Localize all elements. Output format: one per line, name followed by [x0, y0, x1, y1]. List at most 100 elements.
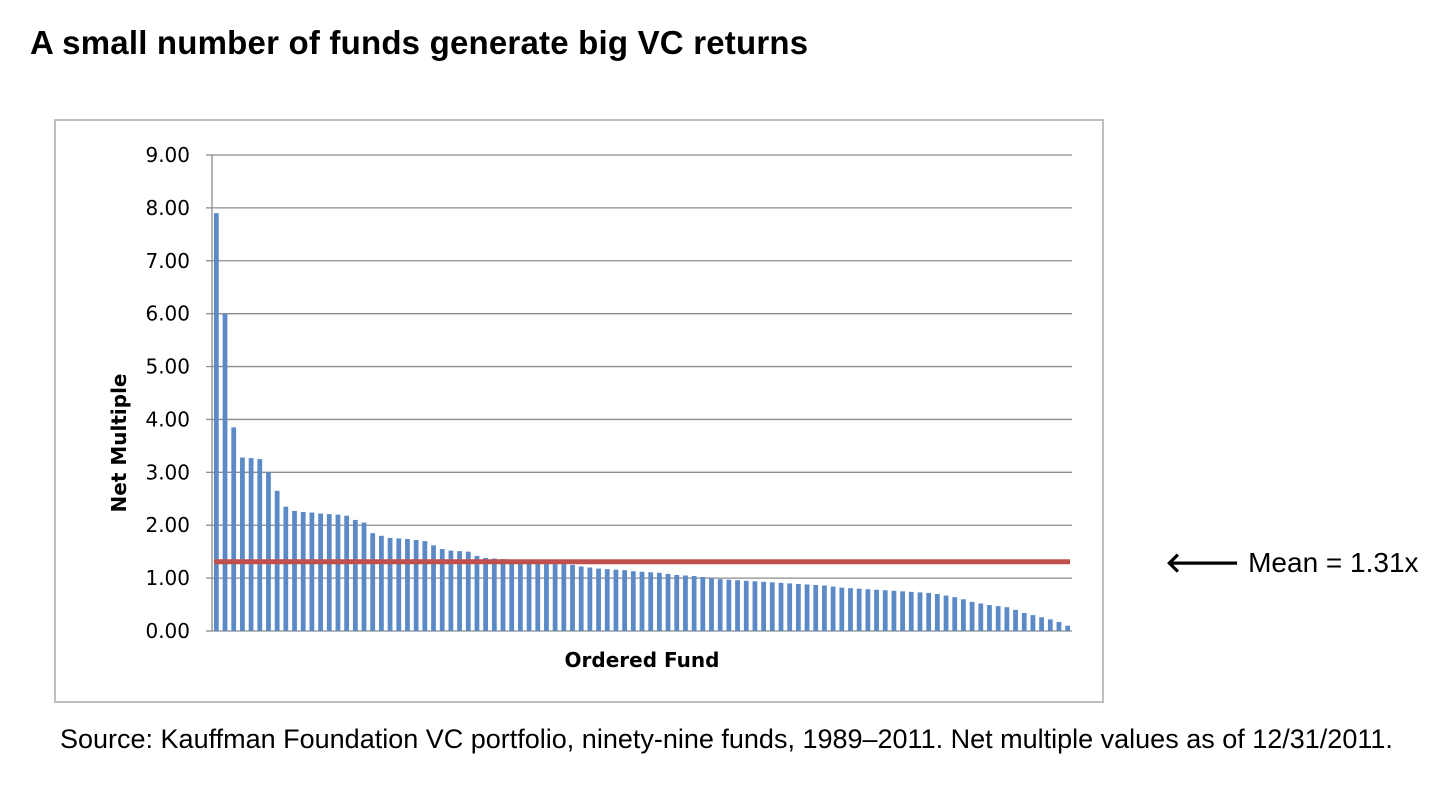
- chart-frame: 0.00 1.00 2.00 3.00 4.00 5.00 6.00 7.00 8.00 9.00…: [54, 119, 1104, 703]
- y-tick-label: 0.00: [145, 619, 190, 643]
- bar: [1013, 609, 1018, 631]
- bar: [326, 514, 332, 631]
- bar: [318, 513, 323, 631]
- bar: [500, 559, 506, 631]
- bar-chart: 0.00 1.00 2.00 3.00 4.00 5.00 6.00 7.00 8.00 9.00…: [107, 143, 1072, 672]
- left-arrow-icon: 🡐: [1165, 547, 1241, 578]
- bar: [787, 583, 793, 631]
- y-axis-title: Net Multiple: [107, 374, 131, 513]
- y-tick-label: 4.00: [145, 407, 190, 431]
- y-tick-label: 9.00: [145, 143, 190, 167]
- bar: [961, 599, 966, 631]
- mean-annotation-text: Mean = 1.31x: [1248, 547, 1419, 578]
- bar: [561, 563, 567, 631]
- bar: [978, 603, 984, 631]
- bar: [213, 213, 219, 631]
- bar: [943, 595, 949, 631]
- bar: [891, 590, 897, 631]
- y-tick-label: 1.00: [145, 566, 190, 590]
- bar: [544, 562, 549, 631]
- bar: [292, 510, 297, 631]
- bar: [474, 555, 480, 631]
- bar: [769, 582, 775, 631]
- bar: [552, 563, 558, 631]
- bar: [778, 582, 784, 631]
- bar: [969, 601, 975, 631]
- y-tick-label: 3.00: [145, 460, 190, 484]
- bar: [874, 589, 879, 631]
- bar: [1004, 607, 1010, 631]
- bar: [457, 551, 462, 631]
- bar: [804, 584, 810, 631]
- bar: [309, 512, 315, 631]
- bar: [752, 581, 758, 631]
- bar: [491, 558, 497, 631]
- bar: [613, 569, 619, 631]
- bar: [856, 588, 862, 631]
- bar: [743, 580, 749, 631]
- bar: [1030, 615, 1036, 631]
- bar: [900, 591, 905, 631]
- bar: [283, 506, 289, 631]
- bar: [266, 472, 271, 631]
- bar: [717, 579, 723, 631]
- bar: [448, 550, 454, 631]
- bar: [596, 568, 601, 631]
- bar: [1056, 622, 1062, 631]
- bar: [248, 458, 254, 631]
- bar: [1021, 613, 1027, 631]
- bar: [683, 575, 688, 631]
- y-tick-label: 8.00: [145, 196, 190, 220]
- bar: [300, 512, 306, 631]
- bar: [240, 457, 245, 631]
- bar: [526, 560, 532, 631]
- bar: [674, 574, 680, 631]
- bar: [926, 592, 932, 631]
- bar: [535, 561, 541, 631]
- bar: [257, 459, 263, 631]
- bar: [700, 577, 706, 631]
- bar: [396, 538, 402, 631]
- y-tick-label: 6.00: [145, 302, 190, 326]
- bar: [335, 514, 341, 631]
- y-tick-label: 2.00: [145, 513, 190, 537]
- bar: [839, 587, 845, 631]
- bar: [379, 535, 384, 631]
- bar: [830, 586, 836, 631]
- bar: [413, 540, 419, 631]
- bar: [570, 564, 575, 631]
- bar: [387, 537, 393, 631]
- bar: [665, 573, 671, 631]
- bar: [1039, 617, 1044, 631]
- bar: [995, 606, 1001, 631]
- bar: [509, 559, 515, 631]
- bar: [865, 589, 871, 631]
- bar: [222, 313, 228, 631]
- bar: [439, 549, 445, 631]
- bar: [735, 580, 740, 631]
- bar: [622, 570, 628, 631]
- bar: [361, 522, 367, 631]
- chart-title: A small number of funds generate big VC …: [30, 24, 809, 61]
- bar: [882, 590, 888, 631]
- bar: [1065, 625, 1071, 631]
- bar: [578, 566, 584, 631]
- bar: [691, 575, 697, 631]
- bar: [987, 605, 992, 631]
- bar: [813, 584, 819, 631]
- bar: [370, 533, 376, 631]
- bar: [709, 578, 714, 631]
- bar: [761, 581, 767, 631]
- bar: [483, 558, 489, 631]
- source-note: Source: Kauffman Foundation VC portfolio…: [60, 724, 1393, 754]
- bar: [352, 519, 358, 631]
- bar: [231, 427, 237, 631]
- bar: [934, 593, 940, 631]
- bar: [630, 571, 636, 631]
- bar: [952, 597, 958, 631]
- y-tick-label: 5.00: [145, 355, 190, 379]
- bar: [431, 545, 436, 631]
- bar: [517, 560, 523, 631]
- bar: [726, 579, 732, 631]
- bar: [465, 551, 471, 631]
